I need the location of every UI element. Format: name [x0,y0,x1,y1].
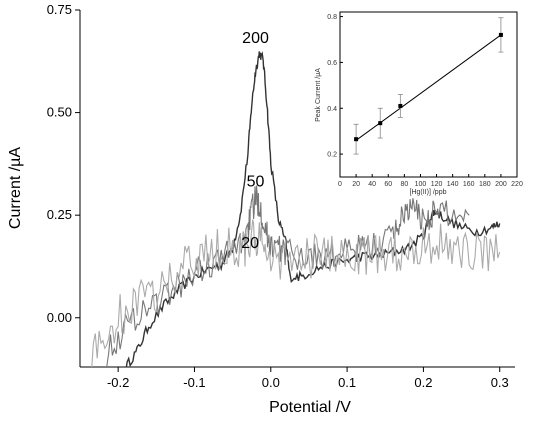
inset-calibration-plot: 0 20 40 60 80 100 120 140 160 180 200 220 0.2 0.4 0.6… [315,11,523,196]
voltammogram-series-0 [125,51,501,367]
inset-x-tick-label: 60 [384,181,392,188]
main-x-tick-label: 0.1 [338,375,356,390]
inset-x-tick-label: 120 [431,181,443,188]
curve-annotation-50: 50 [247,173,265,190]
inset-data-point [498,32,503,37]
main-y-ticks: 0.00 0.25 0.50 0.75 [47,2,80,325]
main-x-tick-label: 0.2 [414,375,432,390]
curve-annotation-200: 200 [242,30,269,47]
inset-x-tick-label: 220 [511,181,523,188]
main-x-tick-label: 0.3 [491,375,509,390]
inset-data-point [354,137,359,142]
inset-x-tick-label: 180 [479,181,491,188]
inset-y-tick-label: 0.4 [327,106,337,113]
inset-x-tick-label: 20 [352,181,360,188]
inset-y-axis-label: Peak Current /µA [315,68,322,122]
main-y-tick-label: 0.50 [47,105,72,120]
main-x-axis-label: Potential /V [269,399,351,416]
main-plot-axes [79,10,515,368]
main-series-group [91,51,501,367]
main-y-tick-label: 0.25 [47,207,72,222]
inset-data-point [378,121,383,126]
main-y-tick-label: 0.75 [47,2,72,17]
inset-y-tick-label: 0.8 [327,14,337,21]
inset-x-tick-label: 160 [463,181,475,188]
main-x-ticks: -0.2 -0.1 0.0 0.1 0.2 0.3 [107,367,509,390]
inset-data-point [398,103,403,108]
main-x-tick-label: 0.0 [262,375,280,390]
inset-x-tick-label: 100 [415,181,427,188]
inset-x-tick-label: 140 [447,181,459,188]
inset-y-tick-label: 0.6 [327,60,337,67]
curve-annotations: 200 50 20 [241,30,269,252]
voltammogram-series-1 [105,185,470,367]
inset-x-tick-label: 80 [400,181,408,188]
main-y-tick-label: 0.00 [47,310,72,325]
main-x-tick-label: -0.2 [107,375,129,390]
inset-x-axis-label: [Hg(II)] /ppb [410,189,447,196]
inset-frame [339,11,518,178]
main-x-tick-label: -0.1 [183,375,205,390]
inset-y-ticks: 0.2 0.4 0.6 0.8 [327,14,343,159]
voltammogram-series-2 [91,219,501,367]
inset-x-ticks: 0 20 40 60 80 100 120 140 160 180 200 220 [338,174,523,188]
main-y-axis-label: Current /µA [7,147,24,229]
inset-y-tick-label: 0.2 [327,152,337,159]
inset-data-group [353,17,504,155]
inset-x-tick-label: 0 [338,181,342,188]
inset-x-tick-label: 200 [495,181,507,188]
curve-annotation-20: 20 [241,235,259,252]
inset-x-tick-label: 40 [368,181,376,188]
